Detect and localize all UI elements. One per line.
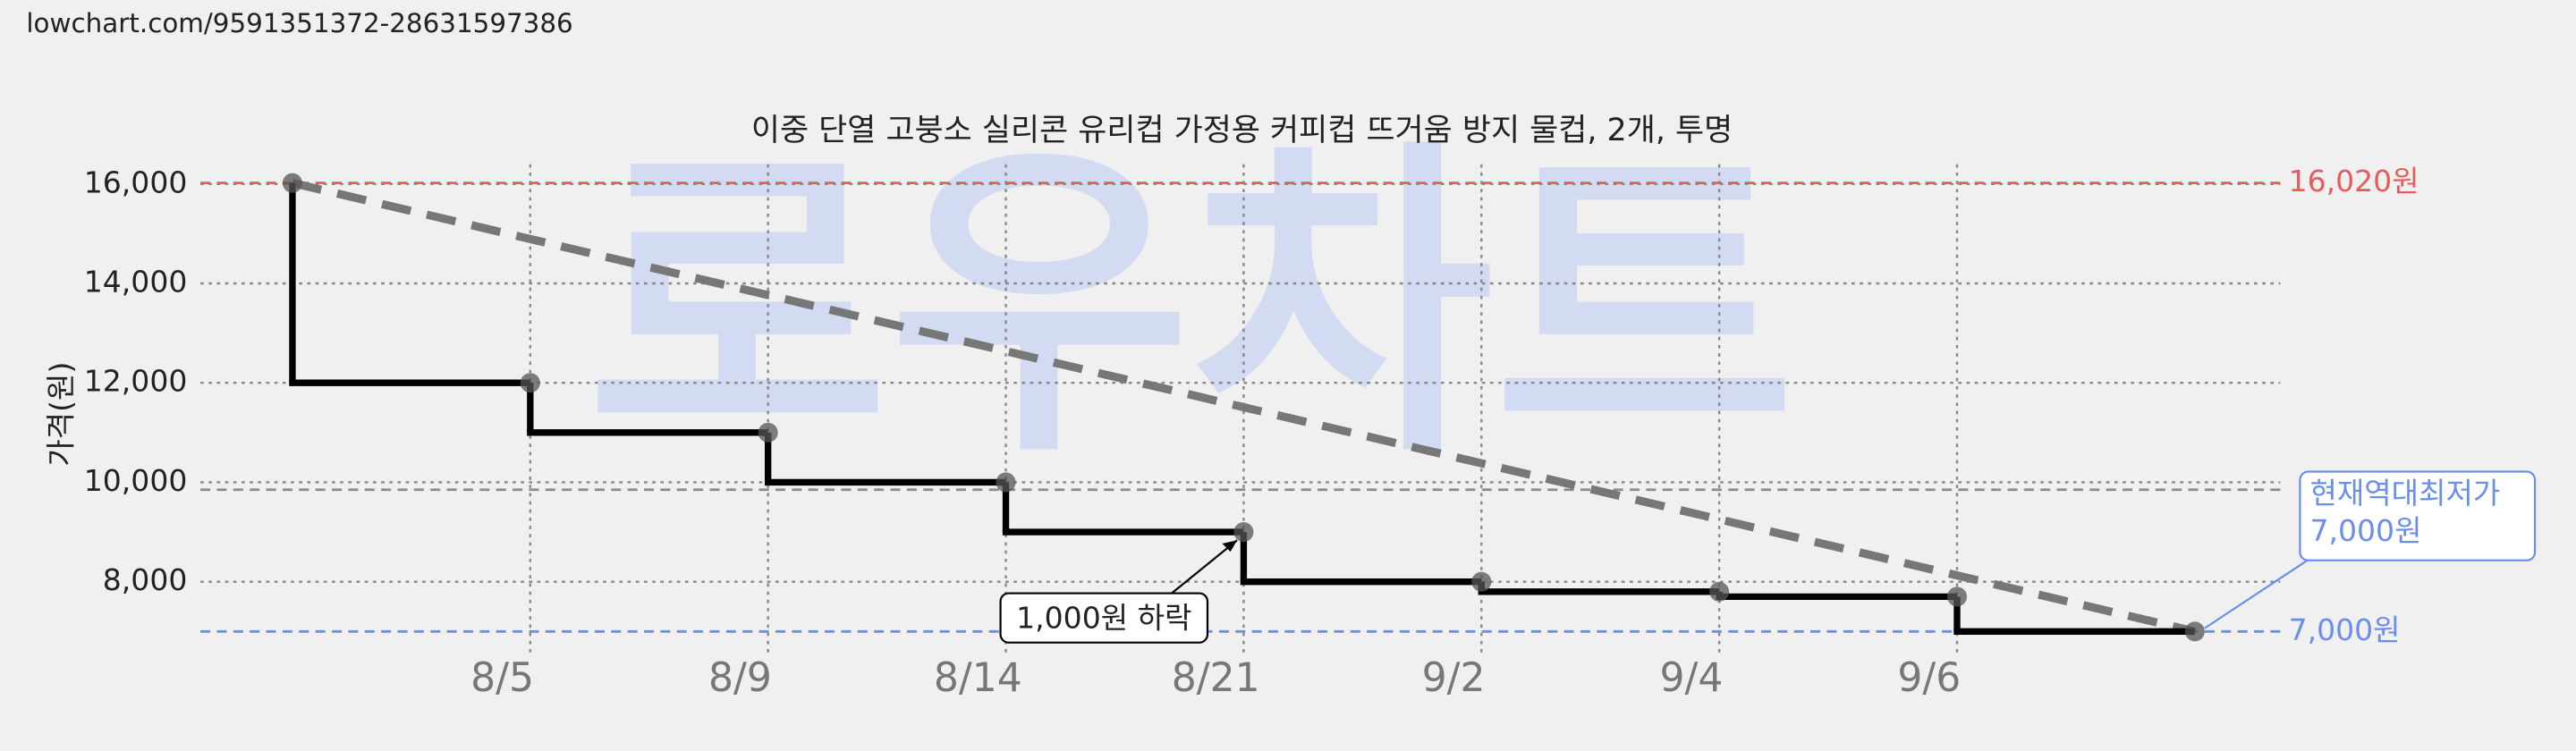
annotation-box	[2299, 470, 2537, 561]
price-point	[1709, 581, 1730, 602]
price-point	[2184, 621, 2205, 642]
annotation-text: 현재역대최저가	[2309, 476, 2500, 511]
annotation-arrow	[1169, 539, 1238, 596]
y-tick-label: 12,000	[84, 364, 188, 399]
url: lowchart.com/9591351372-28631597386	[26, 8, 572, 38]
x-tick-label: 8/9	[708, 655, 772, 701]
y-tick-label: 16,000	[84, 165, 188, 199]
annotation-text: 1,000원 하락	[1016, 600, 1191, 635]
annotation-text: 7,000원	[2309, 513, 2421, 548]
price-point	[758, 422, 778, 443]
x-tick-label: 9/6	[1897, 655, 1961, 701]
y-tick-label: 10,000	[84, 463, 188, 498]
price-point	[1233, 522, 1254, 543]
x-tick-label: 9/4	[1659, 655, 1723, 701]
y-axis-label: 가격(원)	[43, 362, 78, 467]
x-tick-label: 8/14	[934, 655, 1022, 701]
annotation-box	[999, 592, 1209, 644]
x-tick-label: 8/5	[470, 655, 534, 701]
x-tick-label: 8/21	[1172, 655, 1260, 701]
arrow-head	[1222, 540, 1238, 553]
chart-title: 이중 단열 고붕소 실리콘 유리컵 가정용 커피컵 뜨거움 방지 물컵, 2개,…	[751, 113, 1733, 148]
annotation-arrow	[2204, 558, 2311, 629]
price-point	[282, 173, 302, 193]
y-tick-label: 14,000	[84, 264, 188, 299]
price-point	[520, 373, 540, 393]
x-tick-label: 9/2	[1422, 655, 1486, 701]
reference-label: 7,000원	[2289, 612, 2401, 647]
y-tick-label: 8,000	[103, 562, 188, 597]
reference-label: 16,020원	[2289, 164, 2419, 198]
price-point	[1471, 571, 1492, 592]
price-point	[996, 472, 1016, 493]
price-point	[1946, 586, 1968, 607]
watermark: 로우차트	[587, 114, 1796, 496]
trend-line	[291, 179, 2196, 636]
